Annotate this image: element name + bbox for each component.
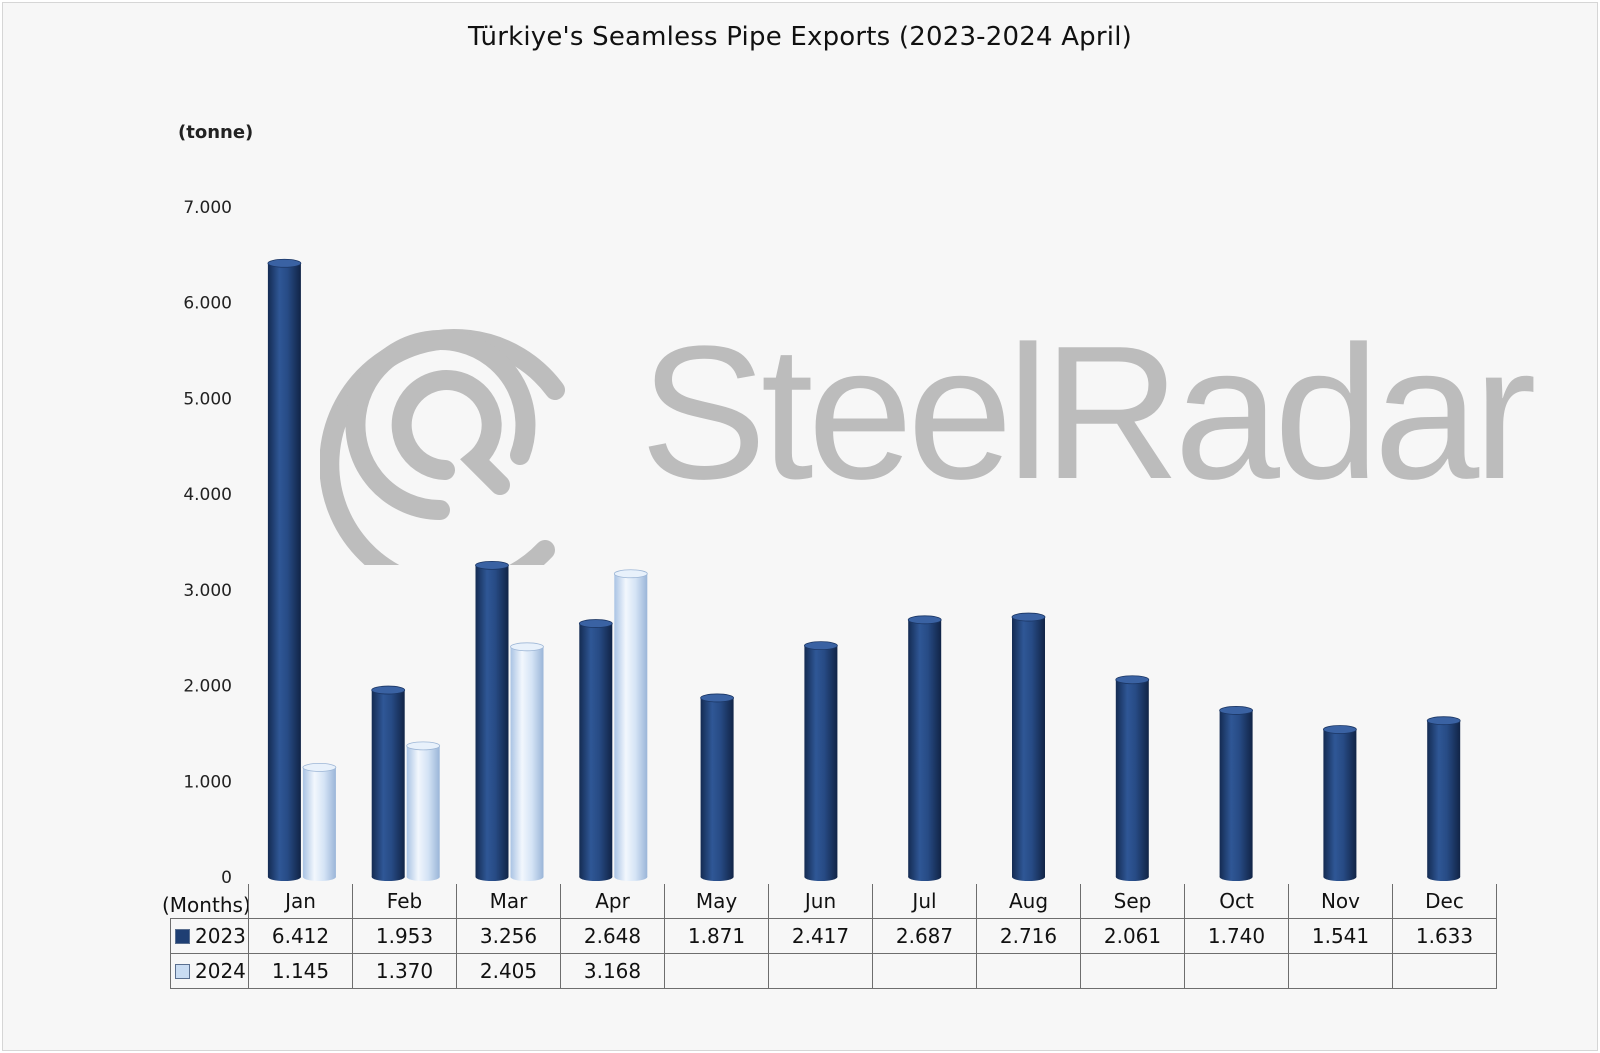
data-label <box>664 953 769 989</box>
data-label: 1.633 <box>1392 918 1497 954</box>
bar-2023-jun <box>804 641 838 881</box>
legend-label: 2024 <box>195 959 246 983</box>
bar-2023-jul <box>907 615 942 881</box>
y-tick-label: 3.000 <box>183 581 232 601</box>
data-label: 6.412 <box>248 918 353 954</box>
data-label: 3.256 <box>456 918 561 954</box>
data-label: 2.648 <box>560 918 665 954</box>
legend-entry-2023: 2023 <box>170 918 249 954</box>
month-label: Nov <box>1288 884 1393 919</box>
month-label: Sep <box>1080 884 1185 919</box>
bar-2023-nov <box>1323 725 1357 881</box>
month-label: Jul <box>872 884 977 919</box>
data-label: 3.168 <box>560 953 665 989</box>
data-label: 1.145 <box>248 953 353 989</box>
data-label: 1.871 <box>664 918 769 954</box>
month-label: Mar <box>456 884 561 919</box>
y-tick-label: 5.000 <box>183 389 232 409</box>
data-label: 2.417 <box>768 918 873 954</box>
month-label: Jun <box>768 884 873 919</box>
table-row-2023: 2023 6.412 1.953 3.256 2.648 1.871 2.417 2.687 2… <box>170 918 1497 954</box>
data-label: 2.061 <box>1080 918 1185 954</box>
data-label <box>1392 953 1497 989</box>
bar-2023-may <box>700 693 734 881</box>
bar-2023-feb <box>371 685 406 881</box>
legend-entry-2024: 2024 <box>170 953 249 989</box>
y-tick-label: 6.000 <box>183 294 232 314</box>
data-label: 2.405 <box>456 953 561 989</box>
y-tick-label: 4.000 <box>183 485 232 505</box>
steelradar-logo-icon <box>320 329 565 565</box>
bar-2023-jan <box>267 258 302 881</box>
bar-2023-aug <box>1011 612 1046 881</box>
data-label <box>1288 953 1393 989</box>
y-tick-label: 0 <box>221 868 232 888</box>
bar-2023-dec <box>1426 716 1461 881</box>
month-label: Oct <box>1184 884 1289 919</box>
month-label: Apr <box>560 884 665 919</box>
data-label <box>1080 953 1185 989</box>
month-label: May <box>664 884 769 919</box>
legend-swatch <box>175 964 190 979</box>
month-label: Aug <box>976 884 1081 919</box>
month-label: Jan <box>248 884 353 919</box>
data-table: Jan Feb Mar Apr May Jun Jul Aug Sep Oct Nov Dec 2023… <box>170 884 1497 989</box>
data-label <box>976 953 1081 989</box>
data-label: 2.716 <box>976 918 1081 954</box>
y-tick-label: 7.000 <box>183 198 232 218</box>
table-corner <box>171 884 249 919</box>
legend-swatch <box>175 929 190 944</box>
data-label: 1.370 <box>352 953 457 989</box>
data-label <box>768 953 873 989</box>
data-label: 1.740 <box>1184 918 1289 954</box>
bar-2024-mar <box>510 642 544 881</box>
month-label: Dec <box>1392 884 1497 919</box>
y-tick-label: 1.000 <box>183 772 232 792</box>
data-label: 1.953 <box>352 918 457 954</box>
bar-2024-apr <box>613 569 648 881</box>
legend-label: 2023 <box>195 924 246 948</box>
bar-2024-feb <box>406 741 441 881</box>
data-label <box>1184 953 1289 989</box>
y-axis-unit-label: (tonne) <box>178 122 254 143</box>
chart-title: Türkiye's Seamless Pipe Exports (2023-20… <box>468 22 1132 52</box>
table-row-2024: 2024 1.145 1.370 2.405 3.168 <box>170 953 1497 989</box>
data-label: 1.541 <box>1288 918 1393 954</box>
data-label <box>872 953 977 989</box>
x-axis-label: (Months) <box>162 893 251 917</box>
bar-2024-jan <box>302 763 337 881</box>
bar-2023-apr <box>578 619 613 881</box>
bar-2023-oct <box>1219 706 1253 881</box>
data-label: 2.687 <box>872 918 977 954</box>
month-label: Feb <box>352 884 457 919</box>
bar-2023-sep <box>1115 675 1150 881</box>
watermark-text: SteelRadar <box>640 307 1537 519</box>
bar-2023-mar <box>475 560 509 881</box>
y-tick-label: 2.000 <box>183 677 232 697</box>
